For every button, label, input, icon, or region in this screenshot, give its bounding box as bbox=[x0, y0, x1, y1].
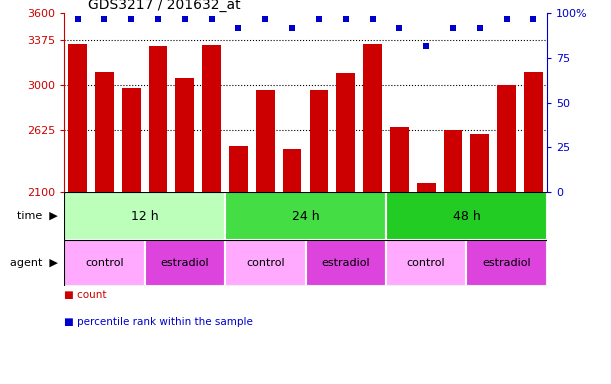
Point bbox=[475, 25, 485, 31]
Point bbox=[207, 16, 216, 22]
Text: estradiol: estradiol bbox=[161, 258, 209, 268]
Bar bbox=[145, 240, 225, 286]
Point bbox=[529, 16, 538, 22]
Bar bbox=[175, 78, 194, 192]
Point bbox=[260, 16, 270, 22]
Point bbox=[314, 16, 324, 22]
Text: GDS3217 / 201632_at: GDS3217 / 201632_at bbox=[89, 0, 241, 12]
Text: GSM286756: GSM286756 bbox=[73, 194, 82, 243]
Point bbox=[502, 16, 511, 22]
Bar bbox=[256, 89, 275, 192]
Bar bbox=[68, 45, 87, 192]
Bar bbox=[524, 72, 543, 192]
Text: GSM286767: GSM286767 bbox=[368, 194, 377, 243]
Bar bbox=[386, 192, 547, 240]
Text: GSM286758: GSM286758 bbox=[126, 194, 136, 243]
Point bbox=[180, 16, 190, 22]
Text: 12 h: 12 h bbox=[131, 210, 158, 222]
Text: control: control bbox=[407, 258, 445, 268]
Text: time  ▶: time ▶ bbox=[17, 211, 58, 221]
Point bbox=[153, 16, 163, 22]
Text: GSM286760: GSM286760 bbox=[180, 194, 189, 243]
Text: 48 h: 48 h bbox=[453, 210, 480, 222]
Text: ■ count: ■ count bbox=[64, 290, 107, 300]
Text: control: control bbox=[85, 258, 123, 268]
Text: GSM286757: GSM286757 bbox=[100, 194, 109, 243]
Bar bbox=[283, 149, 301, 192]
Text: GSM286768: GSM286768 bbox=[395, 194, 404, 243]
Bar bbox=[225, 240, 306, 286]
Bar bbox=[64, 240, 145, 286]
Bar bbox=[466, 240, 547, 286]
Bar bbox=[390, 127, 409, 192]
Point bbox=[395, 25, 404, 31]
Point bbox=[287, 25, 297, 31]
Text: estradiol: estradiol bbox=[482, 258, 531, 268]
Point bbox=[100, 16, 109, 22]
Text: GSM286761: GSM286761 bbox=[207, 194, 216, 243]
Point bbox=[448, 25, 458, 31]
Point bbox=[233, 25, 243, 31]
Bar bbox=[122, 88, 141, 192]
Text: GSM286772: GSM286772 bbox=[502, 194, 511, 243]
Text: GSM286766: GSM286766 bbox=[341, 194, 350, 243]
Bar bbox=[64, 192, 225, 240]
Text: GSM286769: GSM286769 bbox=[422, 194, 431, 243]
Bar bbox=[225, 192, 386, 240]
Bar bbox=[470, 134, 489, 192]
Bar bbox=[310, 89, 328, 192]
Text: GSM286771: GSM286771 bbox=[475, 194, 485, 243]
Text: GSM286765: GSM286765 bbox=[315, 194, 323, 243]
Text: GSM286773: GSM286773 bbox=[529, 194, 538, 243]
Bar bbox=[417, 183, 436, 192]
Bar bbox=[202, 45, 221, 192]
Point bbox=[73, 16, 82, 22]
Text: ■ percentile rank within the sample: ■ percentile rank within the sample bbox=[64, 317, 253, 327]
Bar bbox=[229, 146, 248, 192]
Bar bbox=[386, 240, 466, 286]
Text: GSM286770: GSM286770 bbox=[448, 194, 458, 243]
Point bbox=[368, 16, 378, 22]
Bar bbox=[95, 72, 114, 192]
Bar bbox=[444, 130, 463, 192]
Point bbox=[341, 16, 351, 22]
Point bbox=[126, 16, 136, 22]
Text: estradiol: estradiol bbox=[321, 258, 370, 268]
Text: GSM286764: GSM286764 bbox=[288, 194, 296, 243]
Text: GSM286763: GSM286763 bbox=[261, 194, 270, 243]
Text: control: control bbox=[246, 258, 285, 268]
Bar bbox=[497, 85, 516, 192]
Bar bbox=[336, 73, 355, 192]
Point bbox=[422, 43, 431, 49]
Bar bbox=[363, 45, 382, 192]
Text: GSM286762: GSM286762 bbox=[234, 194, 243, 243]
Text: 24 h: 24 h bbox=[291, 210, 320, 222]
Bar bbox=[306, 240, 386, 286]
Text: agent  ▶: agent ▶ bbox=[10, 258, 58, 268]
Text: GSM286759: GSM286759 bbox=[153, 194, 163, 243]
Bar bbox=[148, 46, 167, 192]
